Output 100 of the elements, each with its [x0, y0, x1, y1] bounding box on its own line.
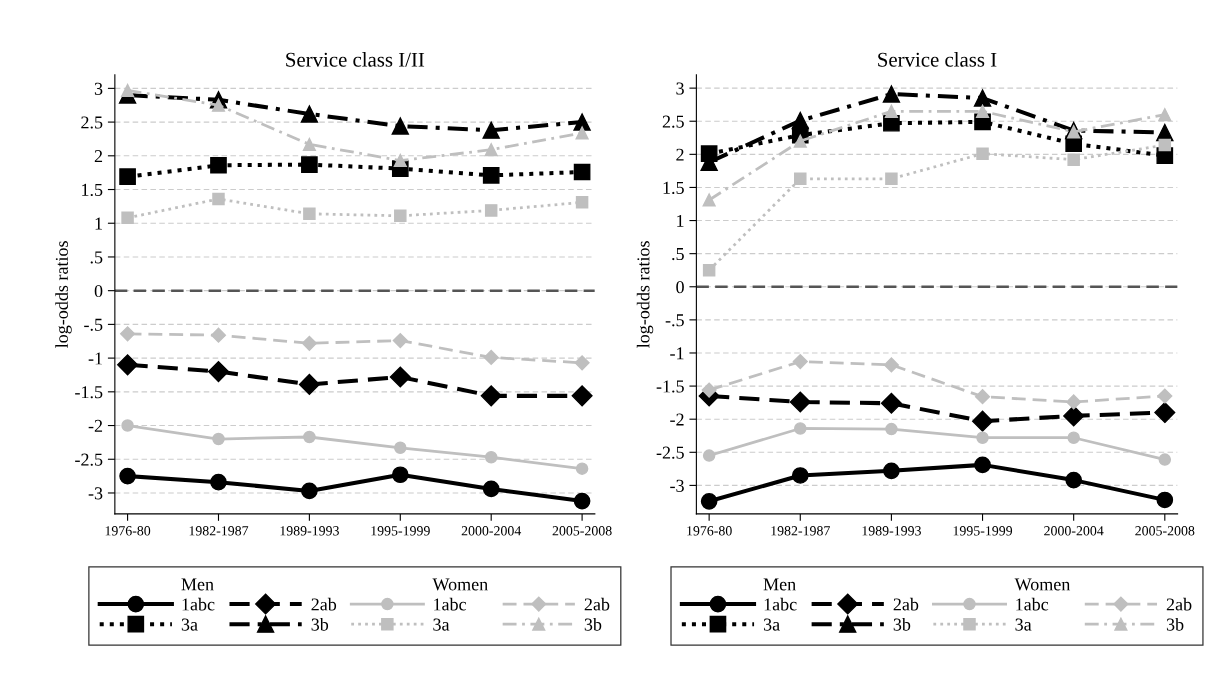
- y-tick-label: 0: [676, 281, 684, 294]
- point: [976, 147, 989, 160]
- point: [391, 117, 409, 135]
- point: [119, 467, 136, 485]
- point: [121, 419, 134, 432]
- legend-label: 2ab: [311, 597, 337, 611]
- point: [880, 392, 902, 414]
- point: [394, 209, 407, 223]
- point: [210, 156, 227, 174]
- point: [1154, 402, 1176, 424]
- point: [482, 480, 500, 498]
- y-tick-label: -2: [670, 413, 684, 426]
- point: [701, 382, 717, 398]
- point: [484, 143, 498, 157]
- y-tick-label: 1: [95, 217, 102, 230]
- x-tick-label: 2005-2008: [1135, 526, 1195, 536]
- legend-label: 1abc: [1016, 597, 1049, 611]
- point: [482, 121, 500, 139]
- text: Men: [181, 578, 214, 591]
- point: [791, 467, 809, 484]
- point: [303, 430, 316, 444]
- x-tick-label: 1976-80: [105, 526, 151, 536]
- point: [1158, 108, 1172, 122]
- point: [1158, 453, 1172, 466]
- y-tick-label: 0: [94, 284, 103, 298]
- point: [393, 153, 407, 168]
- y-tick-label: 2.5: [81, 116, 103, 129]
- point: [575, 196, 589, 209]
- y-tick-label: -2.5: [75, 453, 103, 466]
- point: [575, 126, 589, 140]
- y-tick-label: .5: [90, 251, 103, 264]
- x-tick-label: 2000-2004: [1044, 526, 1104, 536]
- x-tick-label: 1995-1999: [953, 526, 1013, 536]
- legend-label: 3a: [181, 618, 198, 631]
- legend-label: 1abc: [434, 597, 467, 611]
- point: [484, 450, 498, 464]
- legend-label: 2ab: [1166, 597, 1192, 611]
- point: [976, 431, 989, 444]
- chart-title: Service class I: [878, 52, 997, 67]
- point: [1158, 138, 1172, 152]
- point: [1063, 405, 1085, 427]
- point: [885, 172, 898, 186]
- y-tick-label: 1: [677, 214, 684, 227]
- point: [391, 466, 409, 484]
- point: [302, 137, 316, 151]
- point: [794, 172, 807, 186]
- y-tick-label: -2: [88, 419, 103, 432]
- y-tick-label: 1.5: [82, 183, 103, 197]
- point: [702, 193, 716, 207]
- x-tick-label: 2005-2008: [552, 526, 612, 536]
- point: [700, 492, 718, 510]
- text: Women: [1014, 578, 1071, 591]
- legend-label: 2ab: [893, 597, 919, 611]
- text: Men: [763, 578, 796, 591]
- y-axis-title: log-odds ratios: [636, 241, 654, 348]
- point: [975, 104, 990, 118]
- legend-label: 3a: [1015, 618, 1032, 631]
- y-tick-label: 1.5: [663, 181, 684, 194]
- x-tick-label: 1982-1987: [771, 526, 830, 536]
- y-tick-label: 3: [676, 82, 684, 95]
- y-tick-label: -1.5: [656, 380, 684, 393]
- point: [883, 357, 899, 373]
- point: [573, 163, 591, 181]
- y-tick-label: .5: [672, 248, 684, 261]
- y-tick-label: 2: [94, 150, 103, 163]
- legend-label: 1abc: [182, 597, 215, 611]
- chart-title: Service class I/II: [286, 52, 425, 67]
- legend-label: 3a: [763, 618, 780, 631]
- y-tick-label: -.5: [84, 318, 103, 331]
- legend-label: 3a: [433, 618, 450, 631]
- point: [298, 373, 320, 395]
- point: [575, 462, 589, 475]
- point: [574, 355, 590, 371]
- point: [571, 385, 593, 407]
- legend-label: 3b: [1166, 617, 1184, 631]
- point: [480, 385, 502, 407]
- legend-label: 3b: [311, 617, 329, 631]
- point: [121, 211, 134, 225]
- legend-label: 3b: [584, 617, 602, 631]
- point: [482, 167, 500, 184]
- y-tick-label: -.5: [665, 314, 684, 327]
- legend-label: 1abc: [764, 597, 797, 611]
- y-tick-label: 2: [676, 148, 684, 161]
- y-tick-label: 3: [94, 82, 103, 95]
- point: [974, 456, 991, 474]
- y-tick-label: -3: [88, 487, 103, 500]
- point: [120, 83, 135, 97]
- y-tick-label: -3: [670, 479, 684, 492]
- point: [301, 156, 318, 173]
- legend-label: 3b: [893, 617, 911, 631]
- point: [392, 333, 408, 349]
- point: [791, 111, 809, 130]
- x-tick-label: 1982-1987: [189, 526, 249, 536]
- y-tick-label: -2.5: [656, 446, 684, 459]
- y-tick-label: -1.5: [75, 386, 103, 399]
- point: [883, 462, 900, 480]
- point: [702, 449, 716, 462]
- point: [573, 492, 591, 510]
- point: [789, 391, 811, 413]
- point: [117, 354, 139, 376]
